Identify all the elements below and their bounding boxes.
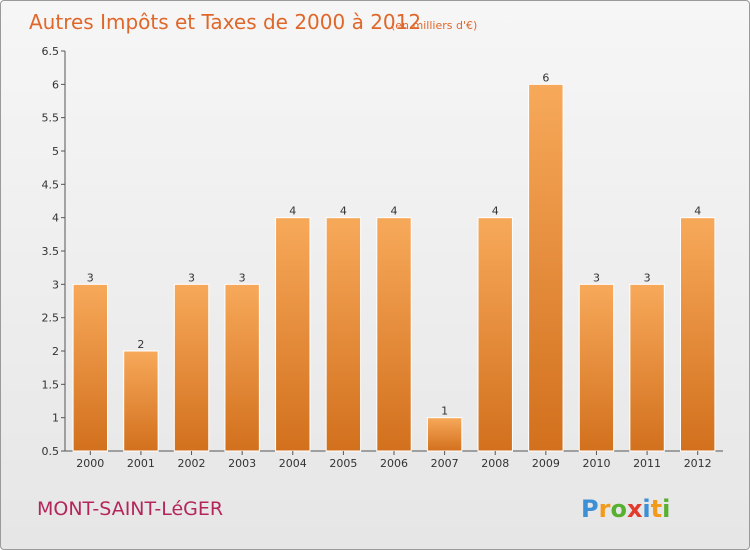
data-label-2009: 6 — [542, 71, 549, 84]
bar-2004 — [275, 217, 311, 452]
data-label-2003: 3 — [239, 271, 246, 284]
data-label-2007: 1 — [441, 405, 448, 418]
y-tick-label: 2 — [52, 345, 59, 358]
data-label-2005: 4 — [340, 205, 347, 218]
x-tick-label: 2001 — [127, 457, 155, 470]
bar-2001 — [123, 350, 159, 452]
logo-letter: x — [627, 495, 643, 523]
y-tick-label: 4 — [52, 212, 59, 225]
data-label-2000: 3 — [87, 271, 94, 284]
bar-2010 — [578, 283, 615, 452]
data-label-2010: 3 — [593, 271, 600, 284]
data-label-2002: 3 — [188, 271, 195, 284]
x-tick-label: 2004 — [279, 457, 307, 470]
y-tick-label: 4.5 — [42, 178, 60, 191]
y-tick-label: 0.5 — [42, 445, 60, 458]
bar-2011 — [629, 283, 665, 452]
bar-2002 — [173, 283, 210, 452]
x-tick-label: 2009 — [532, 457, 560, 470]
logo-letter: i — [642, 495, 650, 523]
x-tick-label: 2005 — [329, 457, 357, 470]
data-label-2004: 4 — [289, 205, 296, 218]
bar-2003 — [224, 283, 260, 452]
bar-2009 — [528, 83, 564, 452]
bar-2005 — [325, 217, 362, 452]
commune-name: MONT-SAINT-LéGER — [37, 498, 223, 520]
x-tick-label: 2000 — [76, 457, 104, 470]
data-label-2001: 2 — [137, 338, 144, 351]
x-tick-label: 2012 — [684, 457, 712, 470]
bar-2006 — [376, 217, 412, 452]
y-tick-label: 2.5 — [42, 312, 60, 325]
logo-letter: o — [610, 495, 627, 523]
logo-letter: P — [581, 495, 599, 523]
x-tick-label: 2006 — [380, 457, 408, 470]
y-tick-label: 1.5 — [42, 378, 60, 391]
data-label-2008: 4 — [492, 205, 499, 218]
y-tick-label: 3 — [52, 278, 59, 291]
y-tick-label: 5 — [52, 145, 59, 158]
chart-title: Autres Impôts et Taxes de 2000 à 2012 — [29, 10, 421, 34]
y-tick-label: 3.5 — [42, 245, 60, 258]
bar-2000 — [72, 283, 109, 452]
x-tick-label: 2003 — [228, 457, 256, 470]
bar-2007 — [426, 417, 463, 452]
x-tick-label: 2008 — [481, 457, 509, 470]
x-tick-label: 2007 — [431, 457, 459, 470]
y-tick-label: 6.5 — [42, 45, 60, 58]
y-tick-label: 5.5 — [42, 112, 60, 125]
data-label-2006: 4 — [391, 205, 398, 218]
logo-letter: r — [599, 495, 611, 523]
bars: 3 2 3 3 4 4 4 1 4 6 3 3 4 — [72, 71, 716, 452]
x-ticks: 2000 2001 2002 2003 2004 2005 2006 2007 2008 2009… — [76, 451, 712, 470]
proxiti-logo: Proxiti — [581, 495, 670, 523]
logo-letter: i — [662, 495, 670, 523]
x-tick-label: 2011 — [633, 457, 661, 470]
chart-subtitle: (en milliers d'€) — [391, 19, 477, 32]
x-tick-label: 2002 — [178, 457, 206, 470]
y-tick-label: 6 — [52, 78, 59, 91]
bar-2008 — [477, 217, 513, 452]
logo-letter: t — [651, 495, 662, 523]
y-ticks: 0.5 1 1.5 2 2.5 3 3.5 4 4.5 5 5.5 6 6.5 — [42, 45, 65, 458]
data-label-2012: 4 — [694, 205, 701, 218]
bar-2012 — [679, 217, 716, 452]
x-tick-label: 2010 — [582, 457, 610, 470]
data-label-2011: 3 — [644, 271, 651, 284]
y-tick-label: 1 — [52, 412, 59, 425]
